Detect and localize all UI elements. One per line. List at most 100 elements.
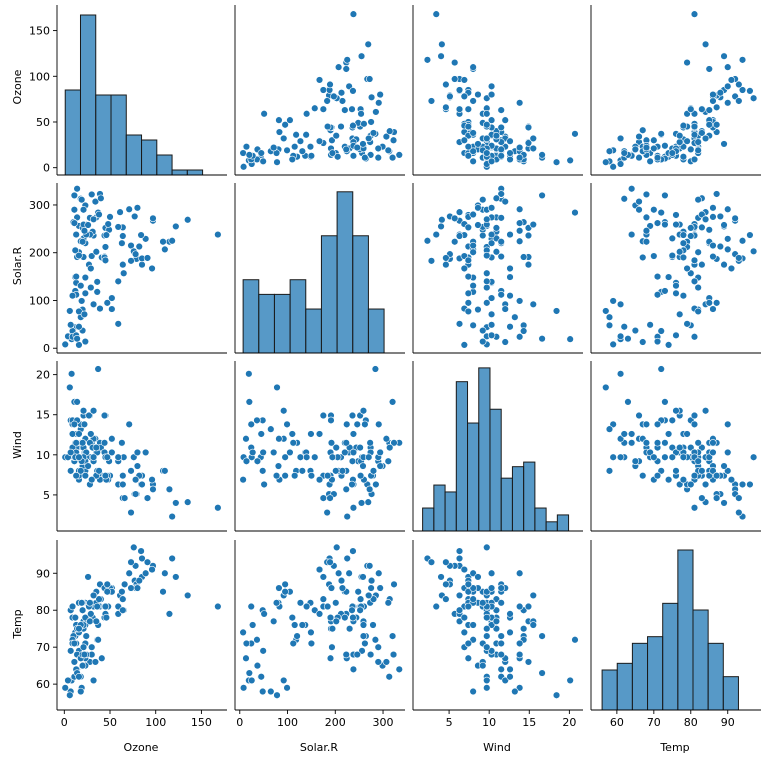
scatter-point [657,208,665,217]
scatter-point [319,595,328,603]
scatter-point [326,494,334,502]
scatter-point [709,305,717,313]
scatter-point [483,149,491,157]
panel-wind-vs-ozone: 5 10 15 20 [36,361,227,532]
scatter-point [345,624,354,633]
scatter-point [690,10,699,18]
scatter-point [432,10,440,18]
scatter-point [149,485,157,493]
scatter-point [369,467,378,475]
scatter-point [653,291,662,299]
scatter-point [538,669,546,677]
x-tick-label: 60 [610,716,624,729]
scatter-point [165,485,174,493]
scatter-point [273,383,281,392]
scatter-point [437,52,445,60]
scatter-point [469,129,477,137]
scatter-point [353,650,361,659]
scatter-point [492,248,501,256]
scatter-point [727,475,736,484]
scatter-point [148,264,156,273]
scatter-point [97,194,105,202]
scatter-point [464,639,473,648]
scatter-point [269,143,278,152]
scatter-point [369,621,377,629]
panel-temp-vs-temp: 60 70 80 90 [590,540,761,729]
scatter-point [168,512,176,521]
x-tick-label: 90 [721,716,735,729]
scatter-point [337,576,346,585]
x-tick-label: 5 [446,716,453,729]
scatter-point [77,297,86,305]
scatter-point [709,204,717,212]
scatter-point [78,606,87,614]
scatter-point [609,163,617,171]
scatter-point [281,471,289,480]
hist-bar [367,308,385,354]
scatter-point [464,256,473,265]
scatter-point [133,462,142,470]
scatter-point [388,153,397,162]
scatter-point [364,40,372,48]
scatter-point [135,242,143,251]
scatter-point [602,307,610,315]
scatter-point [483,676,491,685]
scatter-point [376,584,384,592]
hist-bar [320,235,338,354]
scatter-point [342,650,350,659]
scatter-point [120,580,129,589]
scatter-point [72,439,80,447]
scatter-point [515,237,524,245]
scatter-point [483,215,491,223]
scatter-point [323,122,332,131]
scatter-point [668,443,676,452]
scatter-point [326,613,335,622]
scatter-point [267,425,275,433]
scatter-point [653,420,662,429]
scatter-point [349,10,358,18]
scatter-point [293,632,301,640]
scatter-point [474,305,482,314]
scatter-point [497,632,505,640]
scatter-point [88,643,96,651]
scatter-point [616,332,625,340]
scatter-point [359,462,367,470]
x-label-wind: Wind [483,741,511,754]
scatter-point [149,214,157,223]
scatter-point [354,588,362,596]
scatter-point [298,147,307,155]
scatter-point [386,443,394,452]
scatter-point [497,665,505,674]
scatter-point [259,687,267,696]
scatter-point [427,97,436,105]
scatter-point [571,636,579,644]
scatter-point [605,147,614,155]
scatter-point [390,439,398,447]
x-tick-label: 80 [684,716,698,729]
scatter-point [103,299,111,307]
scatter-point [712,103,721,112]
scatter-point [159,588,167,596]
hist-bar [125,134,143,176]
panel-ozone-vs-temp [590,5,761,176]
scatter-point [571,208,579,217]
scatter-point [497,291,505,299]
scatter-point [260,110,268,118]
scatter-point [469,621,477,629]
scatter-point [119,232,127,240]
scatter-point [749,94,758,102]
hist-bar [478,367,491,532]
scatter-point [100,439,109,447]
scatter-point [290,142,299,151]
scatter-point [253,661,262,670]
scatter-point [464,307,473,316]
scatter-point [332,443,340,452]
scatter-point [529,144,537,153]
scatter-point [79,206,88,214]
scatter-point [341,448,349,457]
scatter-point [501,338,509,346]
scatter-point [529,220,537,229]
scatter-point [214,602,222,611]
scatter-point [127,558,135,566]
scatter-point [114,277,122,286]
